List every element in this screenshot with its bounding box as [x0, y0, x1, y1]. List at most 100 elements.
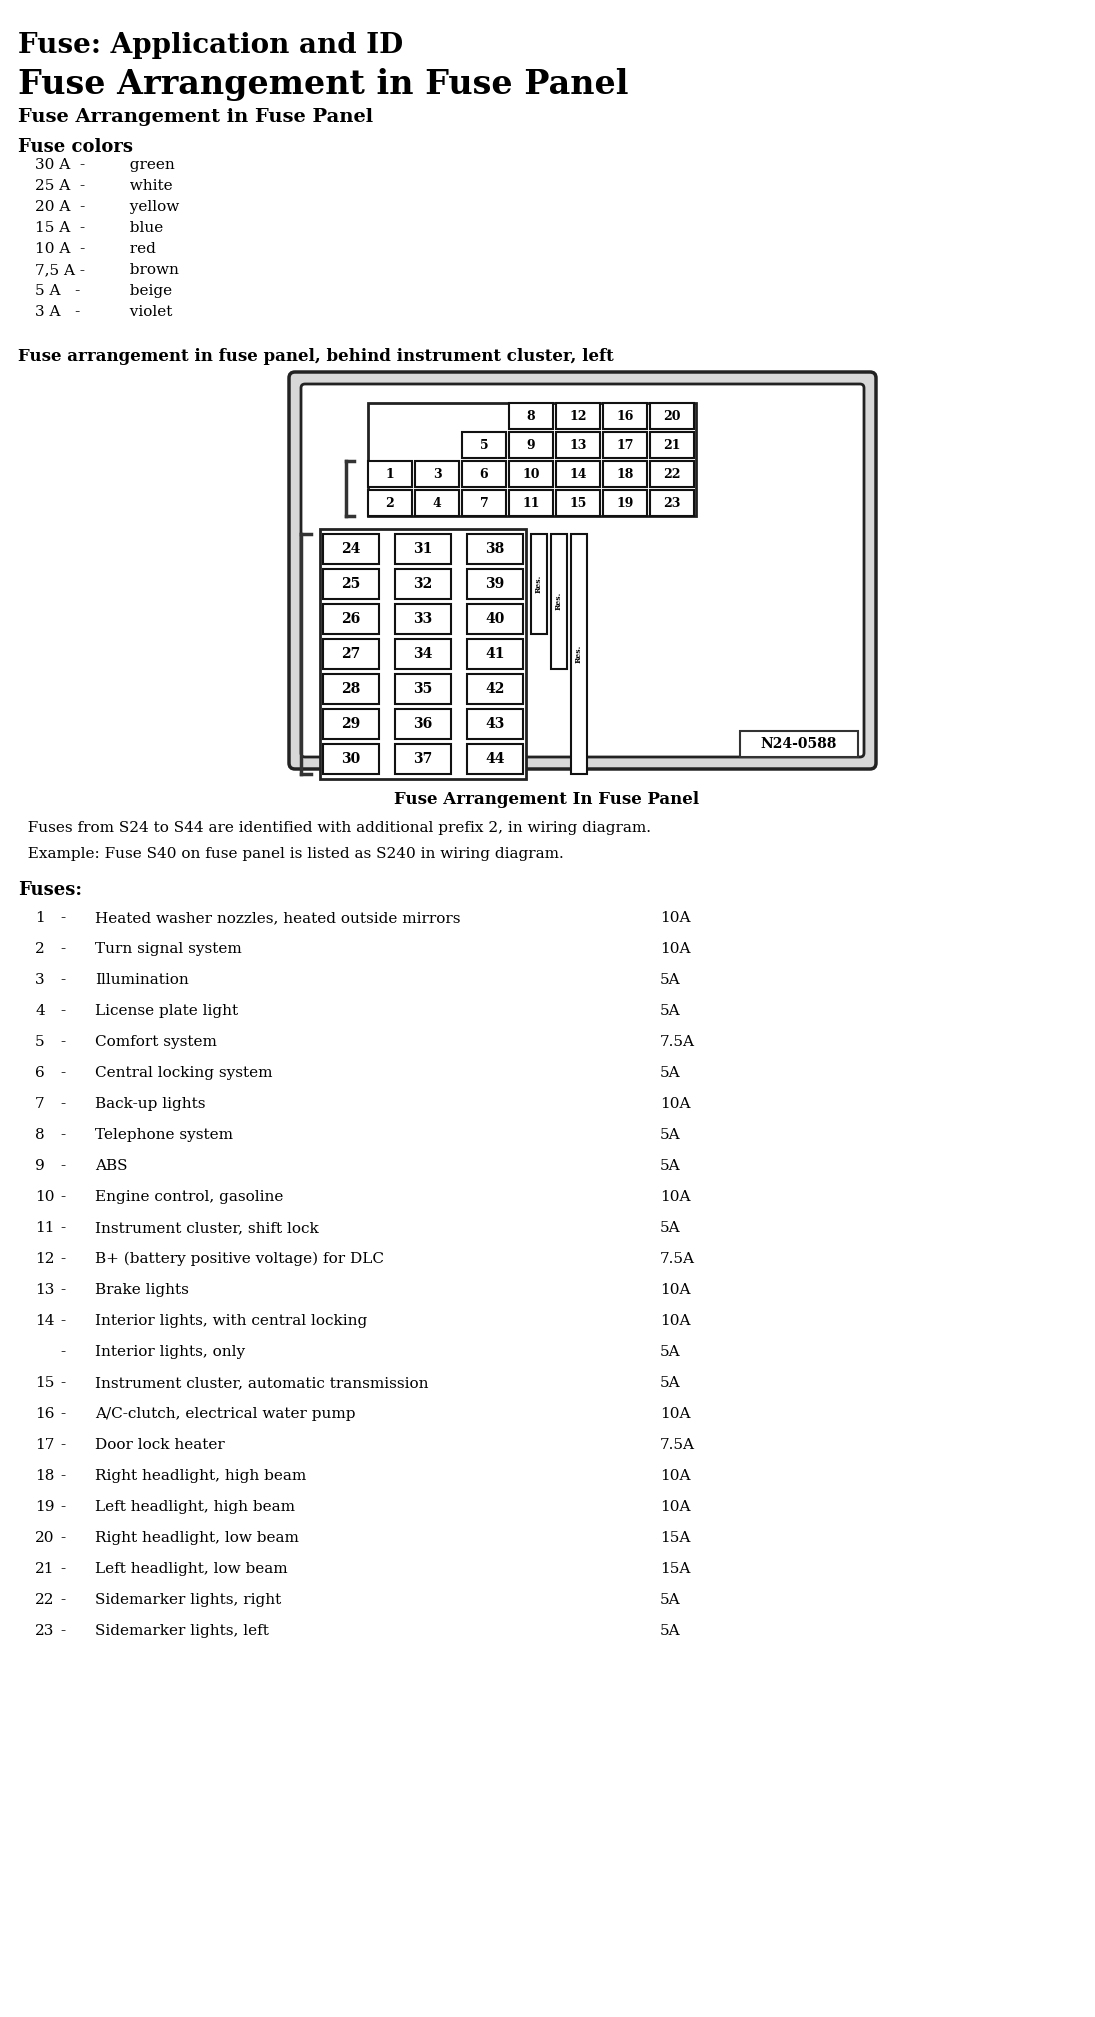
Text: 12: 12 — [569, 409, 587, 422]
Bar — [466, 535, 523, 565]
Text: Example: Fuse S40 on fuse panel is listed as S240 in wiring diagram.: Example: Fuse S40 on fuse panel is liste… — [18, 847, 564, 861]
Text: 7: 7 — [35, 1097, 45, 1111]
Text: 25 A  -: 25 A - — [35, 180, 85, 194]
Text: 7.5A: 7.5A — [660, 1253, 695, 1267]
Text: red: red — [120, 242, 155, 256]
Text: 6: 6 — [480, 468, 488, 480]
Text: 21: 21 — [664, 438, 681, 452]
Text: 12: 12 — [35, 1253, 55, 1267]
Text: A/C-clutch, electrical water pump: A/C-clutch, electrical water pump — [95, 1408, 356, 1422]
FancyBboxPatch shape — [301, 383, 864, 756]
Text: -: - — [60, 1004, 65, 1019]
Bar — [650, 432, 694, 458]
Bar — [556, 432, 600, 458]
Text: Res.: Res. — [575, 645, 583, 664]
Text: 10A: 10A — [660, 1190, 691, 1204]
Text: green: green — [120, 157, 175, 171]
Text: 5A: 5A — [660, 1067, 681, 1079]
Bar — [323, 535, 379, 565]
Bar — [323, 710, 379, 738]
Text: 7,5 A -: 7,5 A - — [35, 262, 85, 276]
Text: N24-0588: N24-0588 — [761, 736, 838, 750]
Bar — [650, 403, 694, 430]
Text: Brake lights: Brake lights — [95, 1283, 188, 1297]
Bar — [556, 462, 600, 486]
Text: 15: 15 — [35, 1376, 55, 1390]
Text: ABS: ABS — [95, 1160, 127, 1174]
Text: 20: 20 — [35, 1531, 55, 1545]
Text: 19: 19 — [35, 1501, 55, 1515]
Text: 5A: 5A — [660, 1220, 681, 1234]
Text: -: - — [60, 1313, 65, 1327]
Text: Central locking system: Central locking system — [95, 1067, 273, 1079]
Text: -: - — [60, 1501, 65, 1515]
Text: 13: 13 — [35, 1283, 55, 1297]
Text: Heated washer nozzles, heated outside mirrors: Heated washer nozzles, heated outside mi… — [95, 912, 461, 926]
Bar — [603, 462, 647, 486]
Text: 10: 10 — [522, 468, 540, 480]
Text: 3 A   -: 3 A - — [35, 305, 80, 319]
Bar — [509, 432, 553, 458]
Bar — [395, 744, 451, 775]
Text: Engine control, gasoline: Engine control, gasoline — [95, 1190, 284, 1204]
Text: -: - — [60, 942, 65, 956]
Text: Illumination: Illumination — [95, 972, 188, 986]
Text: Right headlight, low beam: Right headlight, low beam — [95, 1531, 299, 1545]
Text: 23: 23 — [664, 496, 681, 510]
Text: Sidemarker lights, right: Sidemarker lights, right — [95, 1593, 281, 1608]
Text: 10A: 10A — [660, 1468, 691, 1482]
Text: -: - — [60, 1067, 65, 1079]
Text: 7: 7 — [480, 496, 488, 510]
Text: blue: blue — [120, 222, 163, 236]
Text: -: - — [60, 972, 65, 986]
Text: 5A: 5A — [660, 1593, 681, 1608]
Text: 31: 31 — [413, 543, 433, 557]
Text: 6: 6 — [35, 1067, 45, 1079]
Text: 5A: 5A — [660, 1345, 681, 1359]
Text: Res.: Res. — [535, 575, 543, 593]
Text: 2: 2 — [385, 496, 394, 510]
Text: Fuses from S24 to S44 are identified with additional prefix 2, in wiring diagram: Fuses from S24 to S44 are identified wit… — [18, 821, 652, 835]
Text: -: - — [60, 1220, 65, 1234]
Text: Door lock heater: Door lock heater — [95, 1438, 224, 1452]
Bar — [323, 569, 379, 599]
Text: 15 A  -: 15 A - — [35, 222, 85, 236]
Bar — [415, 462, 459, 486]
Bar — [603, 432, 647, 458]
Text: 44: 44 — [485, 752, 505, 766]
Text: Fuse colors: Fuse colors — [18, 137, 132, 155]
Text: -: - — [60, 1408, 65, 1422]
Bar — [466, 639, 523, 670]
Text: 20: 20 — [664, 409, 681, 422]
Text: 7.5A: 7.5A — [660, 1035, 695, 1049]
Bar — [740, 730, 858, 756]
Text: -: - — [60, 1190, 65, 1204]
Text: 10: 10 — [35, 1190, 55, 1204]
Text: -: - — [60, 1345, 65, 1359]
Text: License plate light: License plate light — [95, 1004, 238, 1019]
Text: 5 A   -: 5 A - — [35, 284, 80, 299]
Bar — [368, 403, 696, 516]
Text: Fuse Arrangement in Fuse Panel: Fuse Arrangement in Fuse Panel — [18, 109, 373, 125]
Text: 3: 3 — [35, 972, 45, 986]
Bar — [368, 490, 412, 516]
Text: 37: 37 — [414, 752, 433, 766]
Text: -: - — [60, 1128, 65, 1142]
Text: 42: 42 — [485, 682, 505, 696]
Text: Right headlight, high beam: Right headlight, high beam — [95, 1468, 307, 1482]
Text: Fuses:: Fuses: — [18, 881, 82, 900]
Text: 7.5A: 7.5A — [660, 1438, 695, 1452]
Bar — [650, 462, 694, 486]
Text: -: - — [60, 1283, 65, 1297]
Bar — [415, 490, 459, 516]
Text: 18: 18 — [35, 1468, 55, 1482]
Bar — [603, 403, 647, 430]
Text: 30 A  -: 30 A - — [35, 157, 85, 171]
Bar — [395, 710, 451, 738]
Bar — [466, 603, 523, 633]
Text: 10A: 10A — [660, 1501, 691, 1515]
Text: Instrument cluster, shift lock: Instrument cluster, shift lock — [95, 1220, 319, 1234]
Text: 30: 30 — [342, 752, 360, 766]
Text: brown: brown — [120, 262, 178, 276]
Text: Interior lights, only: Interior lights, only — [95, 1345, 245, 1359]
